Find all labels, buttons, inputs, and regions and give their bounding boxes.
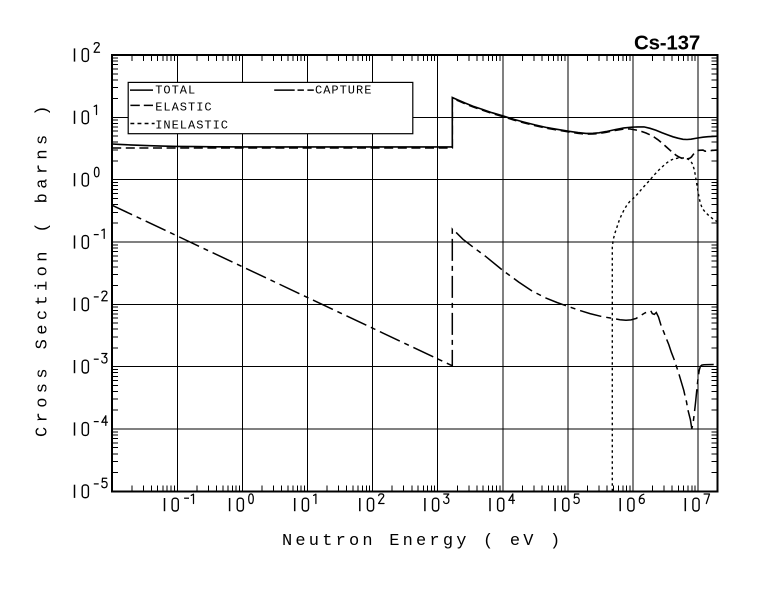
svg-text:Cs-137: Cs-137 xyxy=(634,32,700,55)
svg-text:CAPTURE: CAPTURE xyxy=(315,84,372,98)
svg-text:Neutron Energy ( eV ): Neutron Energy ( eV ) xyxy=(282,532,563,551)
svg-text:INELASTIC: INELASTIC xyxy=(155,119,229,133)
svg-text:ELASTIC: ELASTIC xyxy=(155,101,212,115)
svg-text:TOTAL: TOTAL xyxy=(155,84,196,98)
svg-text:Cross Section ( barns ): Cross Section ( barns ) xyxy=(34,101,53,437)
